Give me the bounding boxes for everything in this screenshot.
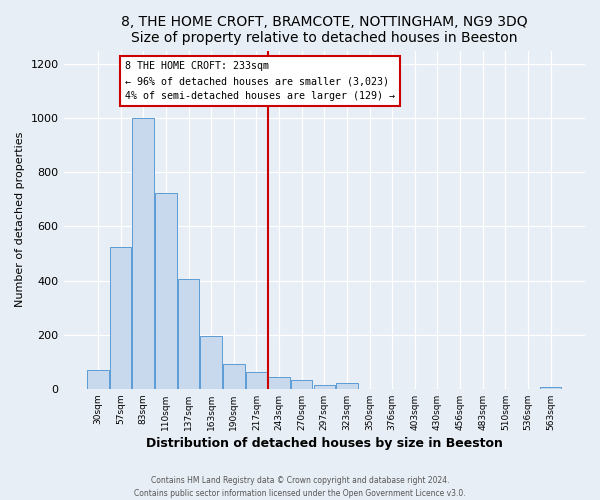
Bar: [291, 380, 313, 389]
Bar: [336, 384, 358, 389]
Bar: [110, 246, 131, 389]
Bar: [268, 376, 290, 389]
Bar: [223, 364, 245, 389]
Y-axis label: Number of detached properties: Number of detached properties: [15, 132, 25, 308]
Title: 8, THE HOME CROFT, BRAMCOTE, NOTTINGHAM, NG9 3DQ
Size of property relative to de: 8, THE HOME CROFT, BRAMCOTE, NOTTINGHAM,…: [121, 15, 527, 45]
Bar: [178, 279, 199, 389]
Bar: [245, 372, 267, 389]
Bar: [314, 386, 335, 389]
Bar: [133, 118, 154, 389]
Bar: [87, 370, 109, 389]
Text: Contains HM Land Registry data © Crown copyright and database right 2024.
Contai: Contains HM Land Registry data © Crown c…: [134, 476, 466, 498]
Bar: [155, 192, 176, 389]
Bar: [200, 336, 222, 389]
X-axis label: Distribution of detached houses by size in Beeston: Distribution of detached houses by size …: [146, 437, 503, 450]
Text: 8 THE HOME CROFT: 233sqm
← 96% of detached houses are smaller (3,023)
4% of semi: 8 THE HOME CROFT: 233sqm ← 96% of detach…: [125, 62, 395, 101]
Bar: [540, 386, 561, 389]
